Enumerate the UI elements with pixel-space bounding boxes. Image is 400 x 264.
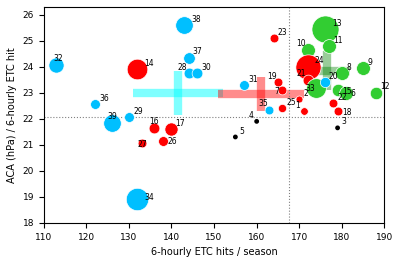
Text: 9: 9 <box>367 58 372 67</box>
Point <box>138 141 145 145</box>
Point <box>334 109 341 113</box>
Point <box>160 139 166 143</box>
Point <box>296 97 302 101</box>
Text: 2: 2 <box>304 89 308 98</box>
Text: 33: 33 <box>305 84 315 93</box>
Text: 15: 15 <box>342 87 351 96</box>
Point <box>181 23 188 27</box>
Point <box>343 91 349 95</box>
Point <box>254 119 260 124</box>
Point <box>334 126 341 130</box>
Point <box>185 71 192 75</box>
Text: 12: 12 <box>380 82 390 91</box>
Point <box>300 109 307 113</box>
Text: 23: 23 <box>278 28 288 37</box>
Point <box>151 126 158 130</box>
Point <box>270 36 277 40</box>
Point <box>304 65 311 69</box>
Text: 37: 37 <box>193 47 202 56</box>
Text: 24: 24 <box>315 56 324 65</box>
Point <box>134 67 141 72</box>
Text: 4: 4 <box>248 111 253 120</box>
Text: 32: 32 <box>54 54 63 63</box>
Text: 28: 28 <box>178 63 187 72</box>
Point <box>53 63 60 68</box>
Point <box>373 91 379 95</box>
Point <box>313 86 320 90</box>
Text: 10: 10 <box>297 39 306 49</box>
Text: 11: 11 <box>333 36 343 45</box>
Text: 1: 1 <box>295 101 300 110</box>
Point <box>185 55 192 60</box>
Point <box>194 71 200 75</box>
Text: 36: 36 <box>99 94 109 103</box>
Point <box>168 127 175 131</box>
Text: 30: 30 <box>201 63 211 72</box>
Point <box>334 88 341 92</box>
Text: 3: 3 <box>342 117 347 126</box>
Text: 27: 27 <box>138 140 147 149</box>
Text: 38: 38 <box>191 15 201 24</box>
Point <box>326 44 332 48</box>
Point <box>360 66 366 70</box>
Point <box>232 135 238 139</box>
Text: 14: 14 <box>144 59 154 68</box>
Text: 18: 18 <box>342 107 351 116</box>
Text: 13: 13 <box>332 19 341 28</box>
Text: 21: 21 <box>297 69 306 78</box>
Text: 17: 17 <box>176 119 185 128</box>
Text: 5: 5 <box>240 126 244 136</box>
Point <box>322 27 328 31</box>
Point <box>126 115 132 120</box>
Point <box>134 197 141 201</box>
Text: 19: 19 <box>267 72 276 81</box>
Point <box>275 80 281 84</box>
Text: 26: 26 <box>167 138 177 147</box>
Text: 34: 34 <box>144 193 154 202</box>
Point <box>109 121 115 125</box>
Point <box>330 101 336 105</box>
Text: 29: 29 <box>133 107 143 116</box>
Point <box>304 48 311 52</box>
Point <box>339 71 345 75</box>
Point <box>304 78 311 82</box>
Text: 7: 7 <box>274 87 279 96</box>
Text: 39: 39 <box>108 112 118 121</box>
Point <box>322 80 328 84</box>
Point <box>279 106 286 110</box>
Point <box>266 107 273 112</box>
Text: 16: 16 <box>149 117 158 126</box>
Text: 22: 22 <box>338 93 347 102</box>
Text: 35: 35 <box>258 99 268 108</box>
Text: 25: 25 <box>286 98 296 107</box>
Text: 31: 31 <box>248 74 258 84</box>
Point <box>92 102 98 107</box>
Text: 20: 20 <box>329 72 338 81</box>
Point <box>279 88 286 92</box>
Y-axis label: ACA (hPa) / 6-hourly ETC hit: ACA (hPa) / 6-hourly ETC hit <box>7 47 17 183</box>
X-axis label: 6-hourly ETC hits / season: 6-hourly ETC hits / season <box>151 247 278 257</box>
Point <box>241 83 247 87</box>
Text: 6: 6 <box>350 89 355 98</box>
Text: 8: 8 <box>346 63 351 72</box>
